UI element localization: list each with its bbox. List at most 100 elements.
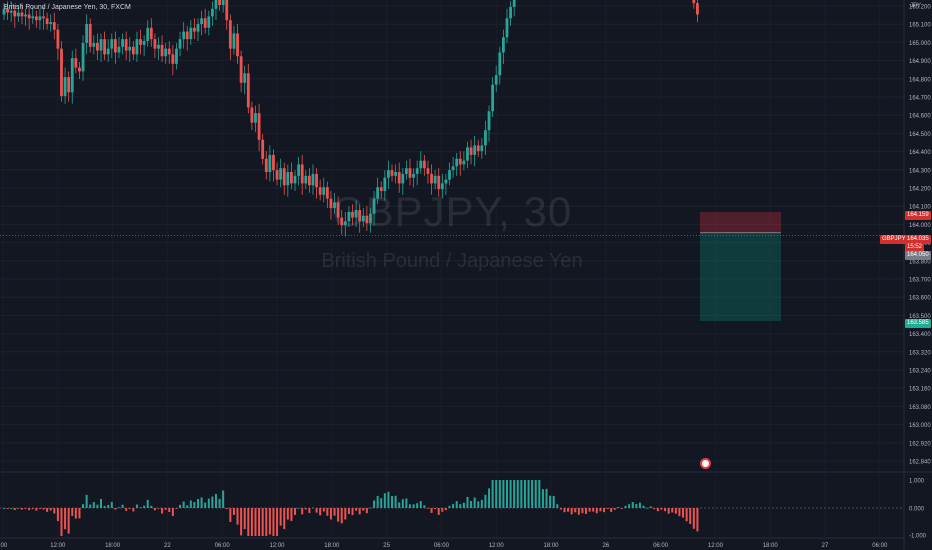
candle-body — [225, 0, 229, 21]
oscillator-bar — [107, 504, 110, 508]
oscillator-bar — [3, 508, 5, 509]
price-tick-label: 164.900 — [909, 59, 931, 65]
oscillator-bar — [78, 508, 81, 519]
oscillator-bar — [588, 508, 591, 512]
candle-body — [9, 10, 13, 13]
candle-body — [218, 0, 221, 6]
candle-body — [6, 8, 9, 13]
oscillator-bar — [344, 508, 347, 520]
candle-body — [365, 215, 369, 224]
candle-body — [99, 39, 103, 51]
oscillator-bar — [232, 508, 235, 515]
time-tick-label: 18:00 — [543, 543, 559, 549]
candle-body — [311, 173, 315, 186]
oscillator-bar — [628, 504, 631, 508]
candle-body — [512, 0, 516, 7]
oscillator-bar — [204, 502, 207, 508]
candle-body — [139, 39, 142, 45]
price-tick-label: 163.080 — [909, 405, 931, 411]
candle-body — [171, 54, 175, 64]
candle-body — [343, 221, 347, 226]
oscillator-bar — [17, 508, 20, 509]
candle-body — [110, 39, 114, 49]
oscillator-bar — [689, 508, 692, 524]
candle-body — [437, 175, 441, 190]
oscillator-bar — [283, 508, 286, 530]
oscillator-bar — [326, 508, 329, 516]
oscillator-bar — [426, 508, 429, 509]
oscillator-bar — [236, 508, 239, 525]
candle-body — [415, 168, 419, 174]
oscillator-bar — [171, 508, 174, 516]
oscillator-bar — [103, 505, 106, 508]
candle-body — [433, 175, 437, 184]
oscillator-bar — [391, 496, 394, 508]
price-tick-label: 164.300 — [909, 168, 931, 174]
candle-body — [193, 27, 196, 32]
candle-body — [2, 8, 6, 15]
candle-body — [401, 173, 405, 184]
candle-body — [92, 42, 96, 47]
oscillator-bar — [649, 506, 652, 508]
oscillator-bar — [656, 508, 659, 512]
candle-body — [692, 0, 696, 4]
candle-body — [498, 52, 502, 76]
alert-marker-icon[interactable] — [700, 458, 711, 469]
candle-body — [383, 177, 387, 191]
candle-body — [103, 39, 106, 55]
oscillator-bar — [132, 508, 135, 512]
candle-body — [347, 211, 351, 222]
oscillator-bar — [574, 508, 577, 513]
oscillator-bar — [229, 508, 232, 522]
candle-body — [49, 22, 53, 24]
oscillator-tick-label: 0.000 — [909, 507, 925, 513]
oscillator-bar — [225, 508, 228, 510]
price-tick-label: 165.100 — [909, 23, 931, 29]
oscillator-bar — [541, 489, 544, 508]
oscillator-bar — [276, 508, 279, 536]
candle-body — [336, 202, 340, 218]
candle-body — [38, 16, 42, 21]
candle-body — [81, 42, 85, 72]
candle-body — [379, 187, 383, 191]
oscillator-bar — [380, 498, 383, 508]
oscillator-bar — [498, 480, 501, 508]
candle-body — [340, 217, 344, 226]
candle-body — [484, 130, 487, 146]
candle-body — [494, 75, 498, 85]
candle-body — [333, 202, 336, 209]
candle-body — [466, 147, 469, 161]
oscillator-bar — [401, 499, 404, 508]
oscillator-bar — [222, 490, 225, 508]
price-tick-label: 165.000 — [909, 41, 931, 47]
oscillator-bar — [13, 508, 16, 511]
oscillator-bar — [146, 499, 149, 508]
oscillator-bar — [513, 480, 516, 508]
oscillator-bar — [635, 504, 638, 508]
oscillator-bar — [405, 498, 408, 508]
price-tick-label: 164.700 — [909, 96, 931, 102]
candle-body — [56, 29, 60, 49]
time-tick-label: 12:00 — [489, 543, 505, 549]
candle-body — [63, 77, 67, 97]
candle-body — [239, 56, 243, 83]
candle-body — [300, 164, 304, 184]
oscillator-bar — [254, 508, 257, 536]
oscillator-bar — [678, 508, 681, 517]
oscillator-bar — [333, 508, 336, 516]
price-tick-label: 164.600 — [909, 114, 931, 120]
oscillator-bar — [182, 501, 185, 508]
oscillator-bar — [602, 508, 605, 513]
oscillator-bar — [56, 508, 59, 522]
oscillator-bar — [92, 502, 95, 508]
candle-body — [175, 48, 178, 64]
price-tick-label: 164.100 — [909, 205, 931, 211]
oscillator-bar — [153, 508, 156, 511]
time-tick-label: 06:00 — [215, 543, 231, 549]
candle-body — [394, 172, 398, 176]
oscillator-bar — [581, 508, 584, 514]
oscillator-bar — [531, 480, 534, 508]
candle-body — [160, 44, 164, 57]
